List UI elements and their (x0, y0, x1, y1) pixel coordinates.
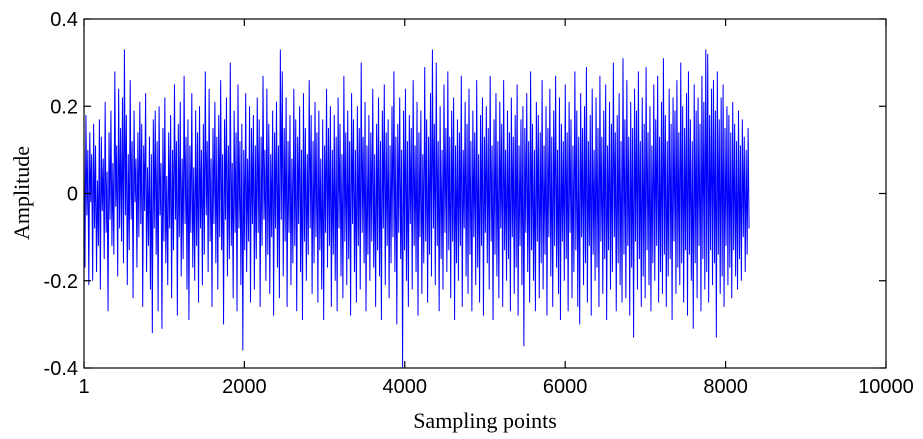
x-tick-label: 6000 (543, 376, 588, 398)
series-line-0 (83, 49, 750, 369)
x-axis-label: Sampling points (413, 408, 557, 433)
y-tick-label: -0.2 (44, 271, 78, 293)
y-tick-label: 0.2 (50, 96, 78, 118)
y-axis-label: Amplitude (9, 146, 34, 240)
x-tick-label: 8000 (703, 376, 748, 398)
x-tick-label: 1 (78, 376, 89, 398)
y-tick-label: 0.4 (50, 9, 78, 31)
x-tick-label: 10000 (858, 376, 914, 398)
x-tick-label: 4000 (383, 376, 428, 398)
y-tick-label: 0 (67, 184, 78, 206)
x-tick-label: 2000 (222, 376, 267, 398)
x-tick-labels: 1 2000 4000 6000 8000 10000 (78, 376, 913, 398)
axis-ticks (83, 18, 887, 369)
y-tick-labels: 0.4 0.2 0 -0.2 -0.4 (44, 9, 78, 380)
plot-series-group (83, 49, 750, 369)
y-tick-label: -0.4 (44, 358, 78, 380)
